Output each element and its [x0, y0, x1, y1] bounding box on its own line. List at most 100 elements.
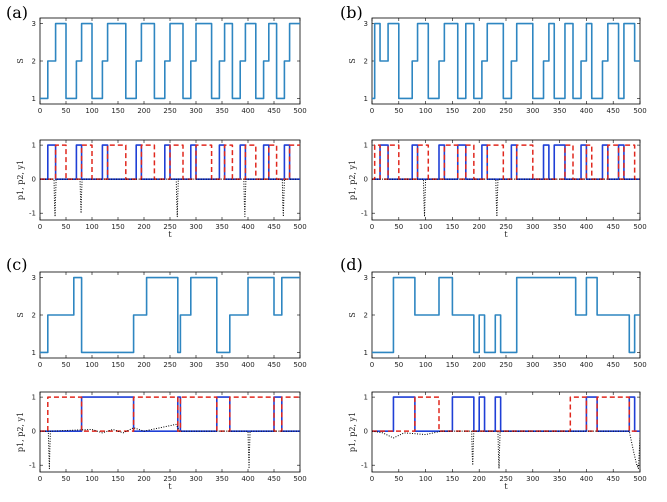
- y-tick-label: -1: [361, 462, 368, 470]
- x-tick-label: 150: [111, 107, 124, 115]
- x-tick-label: 250: [163, 107, 176, 115]
- x-tick-label: 500: [633, 475, 646, 483]
- x-tick-label: 300: [526, 475, 539, 483]
- plot-frame: [371, 391, 641, 473]
- x-tick-label: 450: [267, 107, 280, 115]
- series-line-S: [40, 22, 300, 100]
- x-tick-label: 350: [553, 107, 566, 115]
- x-tick-label: 150: [446, 361, 459, 369]
- x-tick-label: 250: [499, 475, 512, 483]
- x-tick-label: 50: [394, 107, 403, 115]
- series-line-p1: [40, 144, 300, 180]
- plot-top: 0 50 100 150 200 250 300 350 400 450 500 1 2 3 S: [16, 17, 307, 115]
- y-tick-label: 1: [32, 95, 36, 103]
- y-tick-label: 1: [364, 349, 368, 357]
- x-tick-label: 150: [111, 361, 124, 369]
- x-tick-label: 300: [189, 361, 202, 369]
- x-tick-label: 50: [62, 223, 71, 231]
- y-tick-label: 1: [364, 394, 368, 402]
- y-axis-label: S: [16, 312, 25, 317]
- series-line-y1: [372, 430, 640, 470]
- panel-label: (b): [340, 3, 363, 22]
- x-axis-label: t: [504, 230, 508, 239]
- y-tick-label: 3: [32, 274, 36, 282]
- plot-frame: [371, 139, 641, 221]
- x-tick-label: 50: [394, 475, 403, 483]
- x-tick-label: 0: [38, 223, 42, 231]
- x-tick-label: 400: [580, 475, 593, 483]
- x-tick-label: 450: [267, 475, 280, 483]
- x-tick-label: 100: [419, 107, 432, 115]
- x-tick-label: 300: [526, 361, 539, 369]
- y-tick-label: 2: [32, 312, 36, 320]
- y-tick-label: 1: [32, 394, 36, 402]
- x-tick-label: 50: [62, 361, 71, 369]
- y-tick-label: 2: [364, 58, 368, 66]
- x-tick-label: 0: [370, 107, 374, 115]
- x-tick-label: 400: [580, 223, 593, 231]
- x-tick-label: 200: [137, 361, 150, 369]
- panel-label: (d): [340, 255, 363, 274]
- series-group: [40, 22, 300, 100]
- panel-label: (a): [6, 3, 28, 22]
- y-tick-label: 1: [364, 142, 368, 150]
- y-tick-label: 2: [32, 58, 36, 66]
- x-tick-label: 250: [163, 475, 176, 483]
- x-tick-label: 0: [38, 361, 42, 369]
- plot-top: 0 50 100 150 200 250 300 350 400 450 500 1 2 3 S: [16, 271, 307, 369]
- x-tick-label: 150: [111, 223, 124, 231]
- plot-frame: [39, 271, 301, 359]
- x-tick-label: 300: [526, 107, 539, 115]
- y-tick-label: -1: [29, 462, 36, 470]
- x-tick-label: 350: [553, 223, 566, 231]
- series-line-p2: [40, 144, 300, 180]
- x-tick-label: 450: [607, 475, 620, 483]
- x-tick-label: 300: [189, 223, 202, 231]
- plot-frame: [39, 391, 301, 473]
- y-tick-label: 3: [364, 20, 368, 28]
- x-tick-label: 100: [85, 107, 98, 115]
- y-axis-label: p1, p2, y1: [16, 160, 25, 200]
- x-tick-label: 400: [241, 223, 254, 231]
- y-axis-label: p1, p2, y1: [16, 412, 25, 452]
- x-tick-label: 0: [38, 107, 42, 115]
- x-tick-label: 500: [293, 107, 306, 115]
- series-group: [40, 396, 300, 470]
- x-tick-label: 300: [189, 107, 202, 115]
- series-line-p2: [372, 396, 640, 432]
- x-tick-label: 0: [370, 361, 374, 369]
- x-tick-label: 400: [241, 107, 254, 115]
- x-tick-label: 50: [62, 107, 71, 115]
- x-tick-label: 200: [473, 107, 486, 115]
- x-tick-label: 200: [137, 475, 150, 483]
- x-tick-label: 400: [580, 361, 593, 369]
- series-line-S: [372, 276, 640, 354]
- y-tick-label: 0: [364, 428, 368, 436]
- x-tick-label: 450: [607, 107, 620, 115]
- series-group: [372, 144, 640, 218]
- y-tick-label: 1: [32, 142, 36, 150]
- x-tick-label: 500: [633, 107, 646, 115]
- y-tick-label: 0: [32, 428, 36, 436]
- series-line-S: [372, 22, 640, 100]
- x-tick-label: 100: [419, 361, 432, 369]
- x-tick-label: 350: [215, 475, 228, 483]
- x-tick-label: 200: [137, 107, 150, 115]
- x-tick-label: 450: [267, 223, 280, 231]
- x-tick-label: 500: [633, 361, 646, 369]
- x-tick-label: 0: [38, 475, 42, 483]
- x-tick-label: 250: [499, 361, 512, 369]
- series-line-y1: [40, 423, 300, 470]
- plot-top: 0 50 100 150 200 250 300 350 400 450 500 1 2 3 S: [348, 271, 647, 369]
- x-tick-label: 0: [370, 223, 374, 231]
- series-line-p2: [40, 396, 300, 432]
- x-tick-label: 200: [473, 475, 486, 483]
- x-tick-label: 100: [85, 223, 98, 231]
- x-tick-label: 300: [189, 475, 202, 483]
- x-tick-label: 300: [526, 223, 539, 231]
- x-tick-label: 50: [62, 475, 71, 483]
- x-axis-label: t: [504, 482, 508, 491]
- y-tick-label: 2: [364, 312, 368, 320]
